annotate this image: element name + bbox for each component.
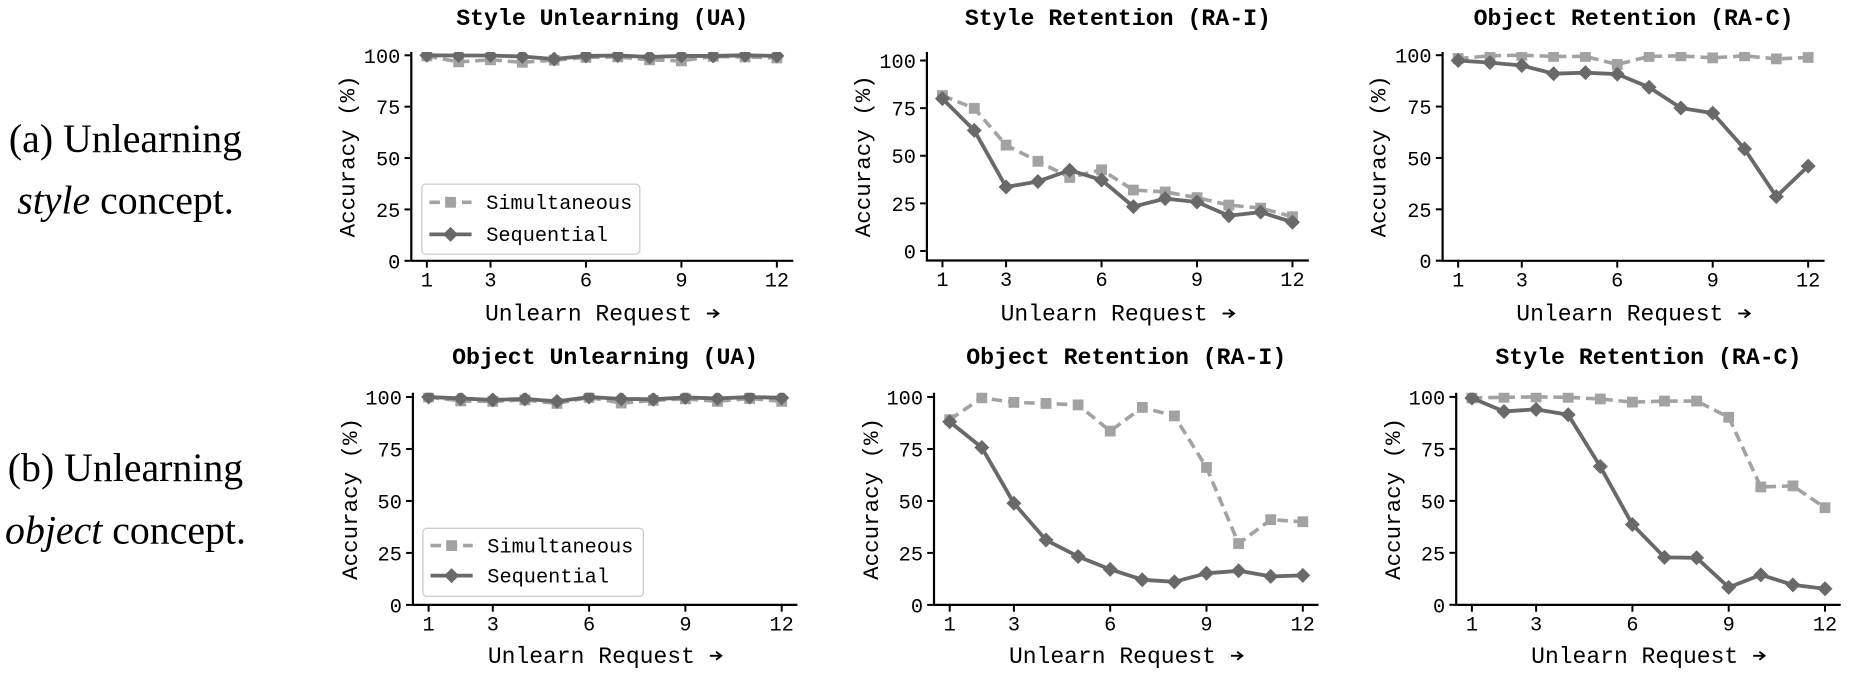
svg-text:12: 12 (765, 270, 789, 293)
svg-text:0: 0 (388, 252, 400, 275)
svg-text:1: 1 (936, 270, 948, 293)
svg-text:6: 6 (1626, 614, 1638, 637)
svg-text:25: 25 (892, 195, 916, 218)
svg-text:50: 50 (899, 492, 923, 515)
svg-text:3: 3 (487, 614, 499, 637)
svg-text:50: 50 (378, 492, 402, 515)
svg-text:Object Retention (RA-I): Object Retention (RA-I) (966, 345, 1286, 371)
svg-text:Sequential: Sequential (486, 225, 608, 248)
svg-text:9: 9 (1723, 614, 1735, 637)
svg-text:3: 3 (1530, 614, 1542, 637)
svg-text:Simultaneous: Simultaneous (486, 193, 632, 216)
svg-text:0: 0 (1433, 596, 1445, 619)
svg-text:75: 75 (1421, 440, 1445, 463)
svg-text:Unlearn Request: Unlearn Request (485, 302, 692, 328)
svg-text:75: 75 (899, 440, 923, 463)
svg-text:1: 1 (1466, 614, 1478, 637)
svg-text:100: 100 (1409, 388, 1446, 411)
svg-text:100: 100 (365, 388, 402, 411)
svg-text:6: 6 (580, 270, 592, 293)
svg-text:75: 75 (1407, 98, 1431, 121)
svg-text:(a) Unlearning: (a) Unlearning (9, 117, 242, 161)
svg-text:25: 25 (1407, 201, 1431, 224)
svg-text:100: 100 (1395, 47, 1432, 70)
svg-text:9: 9 (1707, 270, 1719, 293)
svg-text:75: 75 (376, 98, 400, 121)
svg-text:Object Unlearning (UA): Object Unlearning (UA) (452, 345, 758, 371)
svg-text:25: 25 (899, 544, 923, 567)
svg-text:6: 6 (1104, 614, 1116, 637)
svg-text:100: 100 (886, 388, 923, 411)
svg-text:100: 100 (364, 47, 401, 70)
svg-text:Unlearn Request: Unlearn Request (1001, 302, 1208, 328)
svg-text:Unlearn Request: Unlearn Request (1531, 644, 1738, 670)
svg-text:25: 25 (376, 201, 400, 224)
svg-text:12: 12 (1796, 270, 1820, 293)
svg-text:50: 50 (1407, 149, 1431, 172)
svg-text:9: 9 (1200, 614, 1212, 637)
svg-text:75: 75 (378, 440, 402, 463)
svg-text:6: 6 (1095, 270, 1107, 293)
svg-text:1: 1 (1452, 270, 1464, 293)
svg-text:100: 100 (879, 52, 916, 75)
svg-text:12: 12 (770, 614, 794, 637)
svg-text:50: 50 (892, 147, 916, 170)
svg-text:1: 1 (944, 614, 956, 637)
svg-text:50: 50 (376, 150, 400, 173)
svg-text:Accuracy (%): Accuracy (%) (335, 75, 361, 237)
svg-text:3: 3 (1008, 614, 1020, 637)
svg-text:25: 25 (1421, 544, 1445, 567)
svg-text:Accuracy (%): Accuracy (%) (851, 75, 877, 237)
svg-text:3: 3 (484, 270, 496, 293)
svg-text:Accuracy (%): Accuracy (%) (859, 418, 885, 580)
svg-text:6: 6 (583, 614, 595, 637)
svg-text:0: 0 (390, 596, 402, 619)
svg-text:Simultaneous: Simultaneous (487, 536, 633, 559)
svg-text:9: 9 (675, 270, 687, 293)
svg-text:6: 6 (1611, 270, 1623, 293)
svg-text:25: 25 (378, 544, 402, 567)
svg-text:1: 1 (423, 614, 435, 637)
svg-text:Accuracy (%): Accuracy (%) (1381, 418, 1407, 580)
svg-text:75: 75 (892, 100, 916, 123)
svg-text:0: 0 (904, 242, 916, 265)
svg-text:Accuracy (%): Accuracy (%) (1367, 75, 1393, 237)
svg-text:Object Retention (RA-C): Object Retention (RA-C) (1474, 6, 1794, 32)
svg-text:12: 12 (1813, 614, 1837, 637)
svg-text:3: 3 (1516, 270, 1528, 293)
svg-text:0: 0 (911, 596, 923, 619)
svg-text:object concept.: object concept. (5, 509, 246, 553)
svg-text:Style Retention (RA-C): Style Retention (RA-C) (1495, 345, 1801, 371)
svg-text:(b) Unlearning: (b) Unlearning (8, 446, 243, 490)
svg-text:Style Retention (RA-I): Style Retention (RA-I) (965, 6, 1271, 32)
svg-text:12: 12 (1280, 270, 1304, 293)
svg-text:50: 50 (1421, 492, 1445, 515)
svg-text:Unlearn Request: Unlearn Request (1516, 302, 1723, 328)
svg-text:1: 1 (421, 270, 433, 293)
svg-text:9: 9 (679, 614, 691, 637)
svg-text:0: 0 (1419, 252, 1431, 275)
svg-text:3: 3 (1000, 270, 1012, 293)
svg-text:style concept.: style concept. (17, 179, 234, 223)
svg-text:Accuracy (%): Accuracy (%) (338, 418, 364, 580)
svg-text:9: 9 (1191, 270, 1203, 293)
svg-text:Style Unlearning (UA): Style Unlearning (UA) (456, 6, 748, 32)
svg-text:Sequential: Sequential (487, 566, 609, 589)
svg-text:Unlearn Request: Unlearn Request (488, 644, 695, 670)
svg-text:12: 12 (1291, 614, 1315, 637)
svg-text:Unlearn Request: Unlearn Request (1009, 644, 1216, 670)
